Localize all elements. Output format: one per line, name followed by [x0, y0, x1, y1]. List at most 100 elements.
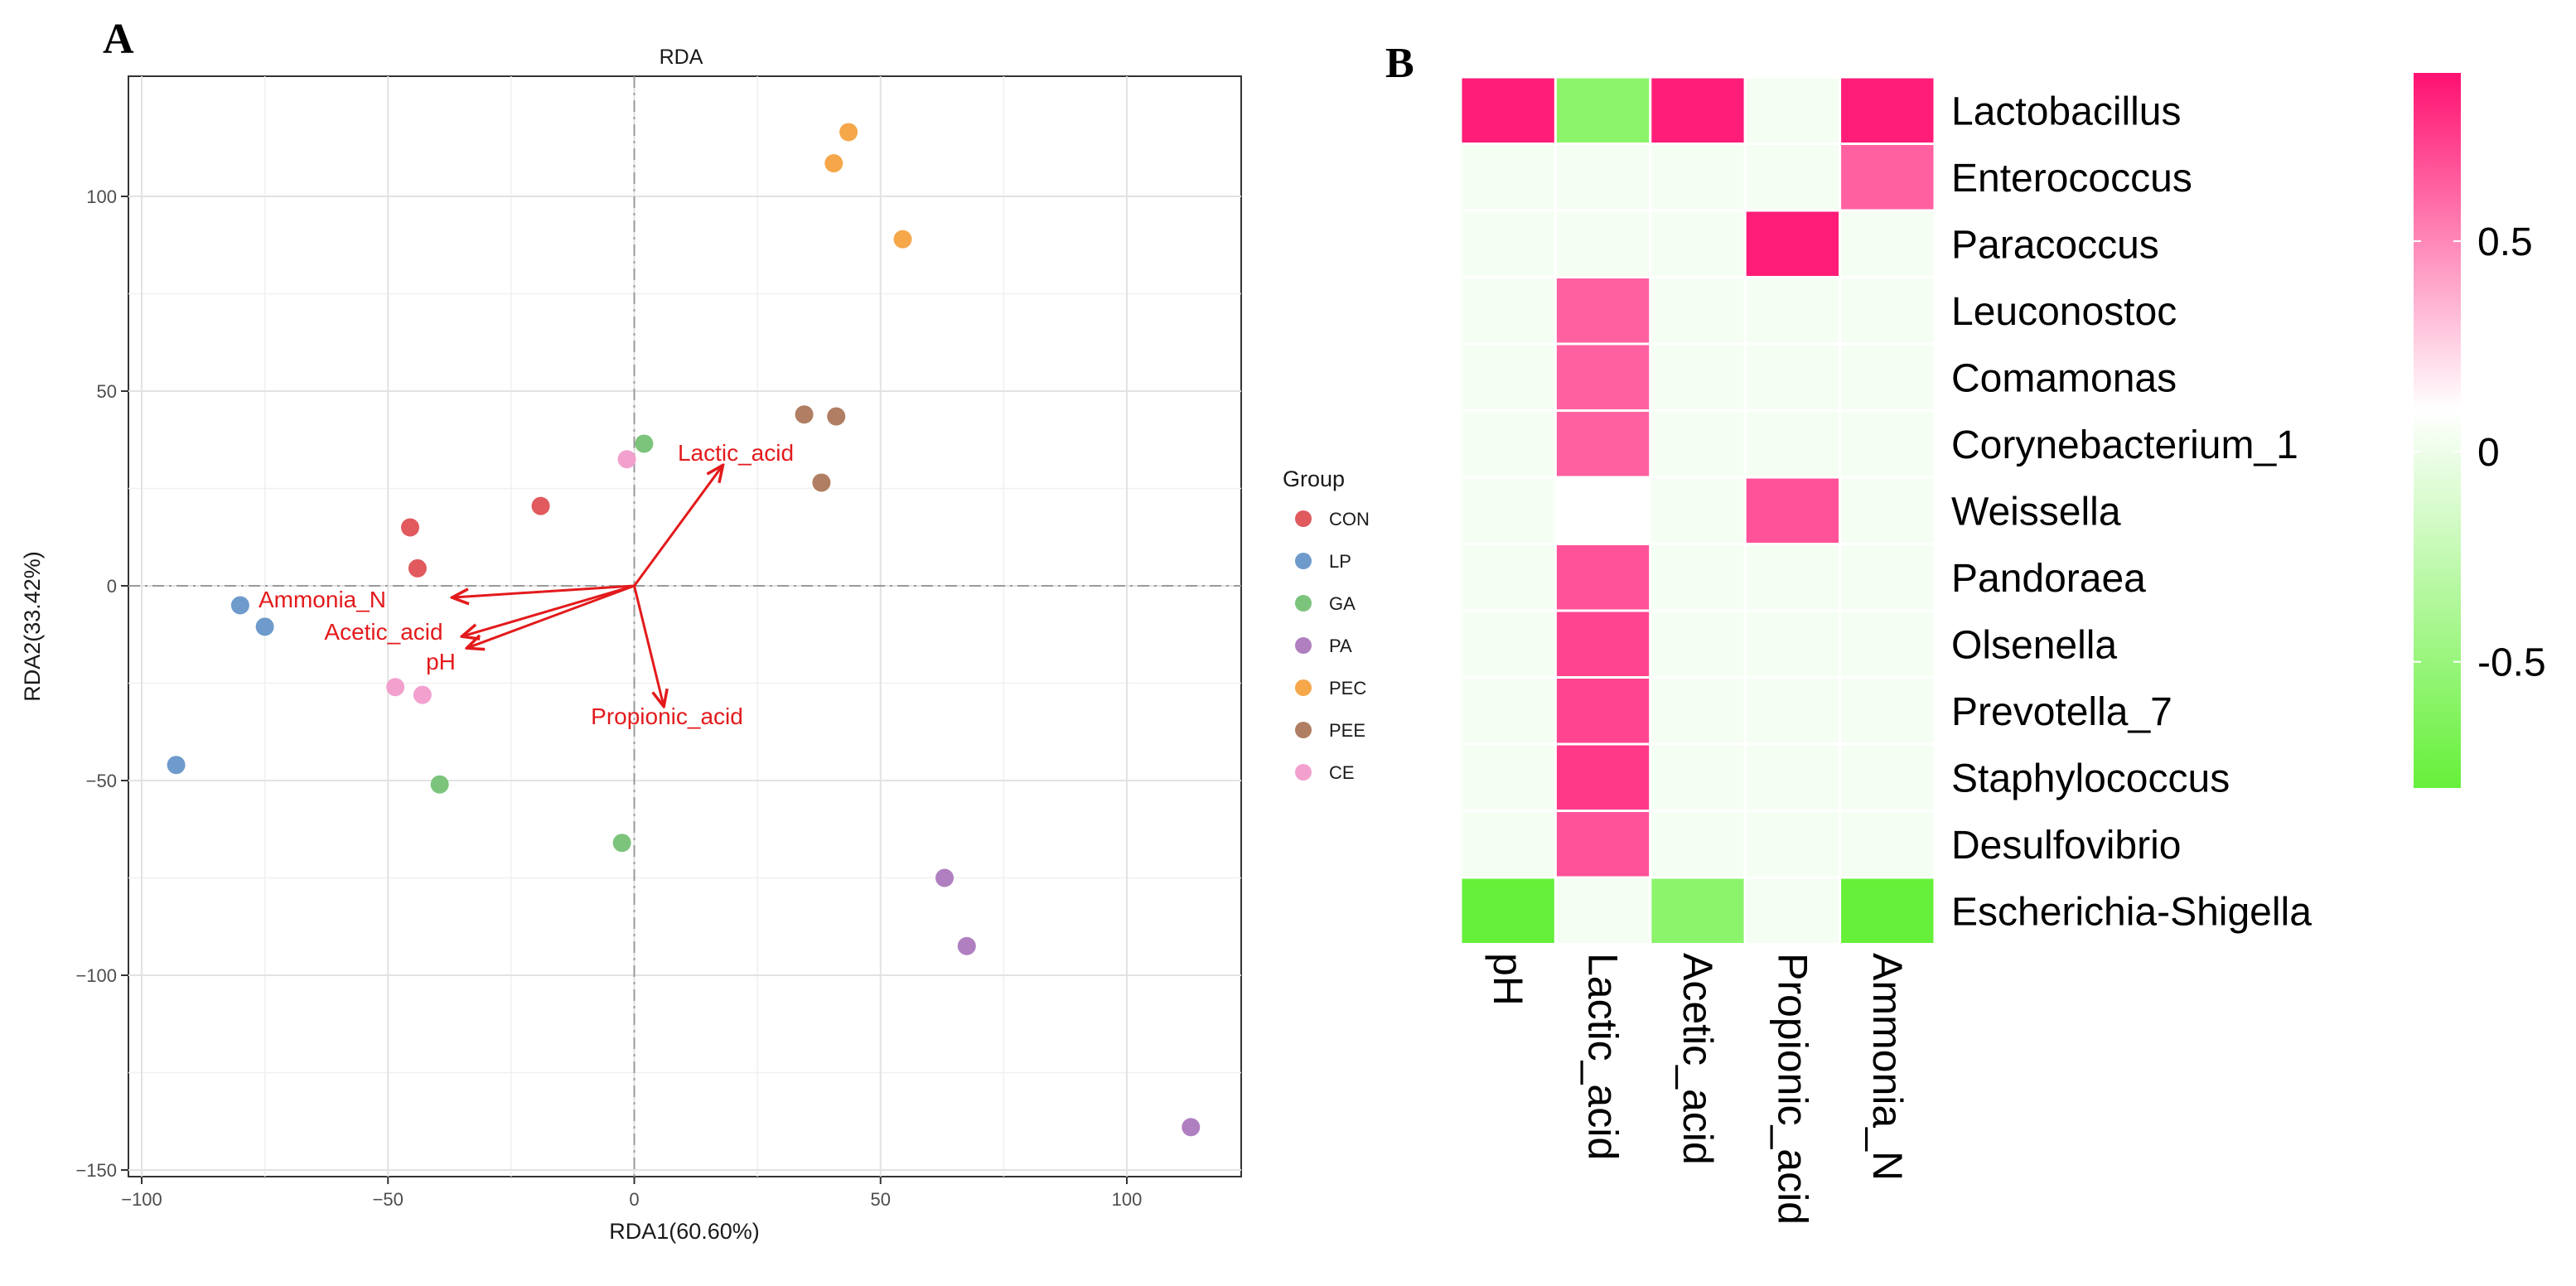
panel-a-label: A — [103, 16, 134, 63]
heatmap-cell — [1839, 476, 1936, 545]
heatmap-cell — [1743, 342, 1842, 412]
heatmap-cell — [1554, 543, 1652, 612]
x-tick-label: 0 — [629, 1189, 639, 1210]
heatmap-cell — [1743, 876, 1842, 945]
heatmap-cell — [1839, 876, 1936, 945]
row-label: Pandoraea — [1951, 557, 2146, 601]
point-pec — [893, 230, 912, 249]
y-tick-label: 100 — [86, 186, 117, 207]
heatmap-cell — [1459, 209, 1557, 278]
legend-swatch-con — [1295, 510, 1312, 527]
arrow-propionic_acid — [633, 585, 665, 707]
heatmap-cell — [1459, 676, 1557, 746]
x-tick-label: −50 — [373, 1189, 404, 1210]
heatmap-cell — [1459, 543, 1557, 612]
x-tick-label: 50 — [871, 1189, 891, 1210]
heatmap-cells — [1459, 75, 1936, 945]
heatmap-cell — [1554, 143, 1652, 212]
legend-label-lp: LP — [1329, 551, 1351, 572]
legend-title: Group — [1283, 467, 1345, 491]
column-label: Acetic_acid — [1675, 953, 1721, 1165]
heatmap-cell — [1839, 609, 1936, 679]
rda-arrows: Lactic_acid Ammonia_N Acetic_acid pH Propion… — [259, 440, 794, 729]
panel-b-heatmap: B Lactobacillus Enterococcus Paracoccus Leu… — [1385, 40, 2546, 1225]
point-ce — [386, 678, 405, 697]
heatmap-cell — [1649, 876, 1747, 945]
heatmap-cell — [1554, 676, 1652, 746]
arrow-ph — [466, 584, 636, 648]
row-label: Prevotella_7 — [1951, 690, 2172, 734]
heatmap-cell — [1839, 75, 1936, 145]
heatmap-cell — [1554, 609, 1652, 679]
heatmap-cell — [1649, 209, 1747, 278]
heatmap-cell — [1839, 810, 1936, 879]
point-ga — [635, 434, 654, 453]
heatmap-cell — [1554, 742, 1652, 812]
rda-gridlines — [128, 76, 1241, 1177]
heatmap-cell — [1839, 143, 1936, 212]
heatmap-cell — [1839, 409, 1936, 479]
x-tick-label: −100 — [121, 1189, 162, 1210]
legend-swatch-pec — [1295, 679, 1312, 696]
heatmap-cell — [1649, 143, 1747, 212]
heatmap-row-labels: Lactobacillus Enterococcus Paracoccus Leuco… — [1951, 89, 2312, 934]
heatmap-cell — [1649, 676, 1747, 746]
arrow-lactic_acid — [633, 465, 723, 587]
heatmap-cell — [1459, 876, 1557, 945]
heatmap-cell — [1459, 409, 1557, 479]
legend-swatch-ga — [1295, 595, 1312, 612]
heatmap-cell — [1649, 409, 1747, 479]
heatmap-cell — [1554, 876, 1652, 945]
heatmap-cell — [1743, 143, 1842, 212]
colorbar-tick-label: 0.5 — [2477, 220, 2533, 264]
rda-plot-title: RDA — [660, 46, 703, 69]
legend-label-pec: PEC — [1329, 678, 1366, 699]
x-axis-label: RDA1(60.60%) — [609, 1219, 760, 1244]
y-tick-label: −100 — [75, 965, 117, 986]
heatmap-cell — [1554, 75, 1652, 145]
rda-plot-panel — [128, 75, 1242, 1177]
point-con — [401, 518, 420, 537]
colorbar-ticks: 0.5 0 -0.5 — [2414, 220, 2546, 685]
row-label: Staphylococcus — [1951, 757, 2230, 800]
heatmap-cell — [1459, 143, 1557, 212]
y-axis-label: RDA2(33.42%) — [20, 551, 45, 702]
legend-swatch-pa — [1295, 637, 1312, 654]
heatmap-cell — [1839, 342, 1936, 412]
colorbar-tick-label: -0.5 — [2477, 641, 2546, 685]
x-tick-label: 100 — [1112, 1189, 1143, 1210]
heatmap-cell — [1743, 409, 1842, 479]
point-pee — [812, 473, 831, 492]
row-label: Enterococcus — [1951, 157, 2192, 201]
heatmap-cell — [1839, 276, 1936, 346]
arrow-label-lactic_acid: Lactic_acid — [678, 440, 794, 466]
arrow-acetic_acid — [462, 584, 635, 636]
column-label: pH — [1485, 953, 1531, 1006]
row-label: Desulfovibrio — [1951, 824, 2181, 868]
arrow-ammonia_n — [452, 584, 635, 597]
heatmap-cell — [1459, 742, 1557, 812]
row-label: Comamonas — [1951, 356, 2177, 400]
heatmap-cell — [1459, 342, 1557, 412]
y-tick-label: 50 — [97, 381, 117, 402]
point-pa — [957, 936, 976, 955]
heatmap-cell — [1459, 609, 1557, 679]
heatmap-cell — [1743, 209, 1842, 278]
heatmap-cell — [1743, 676, 1842, 746]
colorbar — [2414, 73, 2461, 788]
legend-label-ga: GA — [1329, 593, 1356, 614]
heatmap-cell — [1743, 276, 1842, 346]
heatmap-cell — [1743, 476, 1842, 545]
point-lp — [167, 756, 186, 775]
rda-points — [167, 123, 1201, 1137]
point-pec — [839, 123, 858, 142]
legend-label-con: CON — [1329, 509, 1370, 529]
row-label: Olsenella — [1951, 623, 2117, 667]
heatmap-cell — [1554, 476, 1652, 545]
heatmap-cell — [1459, 75, 1557, 145]
group-legend: CON LP GA PA PEC PEE CE — [1295, 509, 1370, 783]
heatmap-cell — [1649, 742, 1747, 812]
